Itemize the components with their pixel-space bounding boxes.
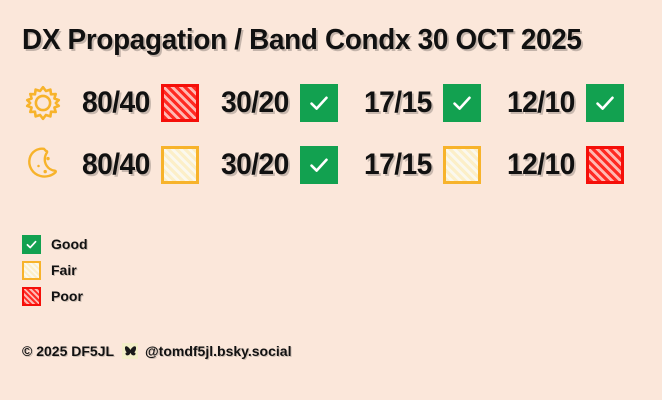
band-cell-17-15-day: 17/15: [364, 84, 482, 122]
status-badge-good: [586, 84, 625, 122]
check-icon: [586, 84, 624, 122]
status-badge-poor: [586, 146, 625, 184]
status-badge-fair: [443, 146, 482, 184]
band-label: 12/10: [507, 148, 575, 181]
check-icon: [443, 84, 481, 122]
footer: © 2025 DF5JL @tomdf5jl.bsky.social: [22, 343, 291, 359]
check-icon: [22, 235, 41, 254]
page-title: DX Propagation / Band Condx 30 OCT 2025: [22, 24, 582, 56]
status-badge-poor: [161, 84, 200, 122]
check-icon: [300, 84, 338, 122]
moon-icon: [16, 145, 70, 185]
band-label: 12/10: [507, 86, 575, 119]
legend-label: Fair: [51, 262, 77, 278]
status-badge-good: [300, 146, 339, 184]
social-handle: @tomdf5jl.bsky.social: [145, 343, 292, 359]
condition-rows: 80/40 30/20 17/15: [0, 72, 662, 196]
band-cell-30-20-night: 30/20: [221, 146, 339, 184]
legend-swatch-fair: [22, 260, 41, 280]
status-badge-fair: [161, 146, 200, 184]
legend: Good Fair Poor: [22, 231, 88, 309]
band-label: 80/40: [82, 86, 150, 119]
butterfly-icon: [122, 343, 139, 359]
band-cell-30-20-day: 30/20: [221, 84, 339, 122]
legend-item-good: Good: [22, 231, 88, 257]
status-badge-good: [443, 84, 482, 122]
band-label: 17/15: [364, 86, 432, 119]
band-cell-12-10-night: 12/10: [507, 146, 625, 184]
condition-row-night: 80/40 30/20 17/15 12/10: [0, 134, 662, 196]
band-cell-12-10-day: 12/10: [507, 84, 625, 122]
band-label: 17/15: [364, 148, 432, 181]
band-label: 30/20: [221, 86, 289, 119]
legend-label: Good: [51, 236, 88, 252]
legend-item-poor: Poor: [22, 283, 88, 309]
band-label: 30/20: [221, 148, 289, 181]
legend-item-fair: Fair: [22, 257, 88, 283]
band-cell-80-40-night: 80/40: [82, 146, 200, 184]
legend-label: Poor: [51, 288, 83, 304]
legend-swatch-good: [22, 234, 41, 254]
status-badge-good: [300, 84, 339, 122]
band-cell-80-40-day: 80/40: [82, 84, 200, 122]
sun-icon: [16, 83, 70, 123]
band-cell-17-15-night: 17/15: [364, 146, 482, 184]
legend-swatch-poor: [22, 286, 41, 306]
copyright-text: © 2025 DF5JL: [22, 343, 115, 359]
band-label: 80/40: [82, 148, 150, 181]
condition-row-day: 80/40 30/20 17/15: [0, 72, 662, 134]
check-icon: [300, 146, 338, 184]
